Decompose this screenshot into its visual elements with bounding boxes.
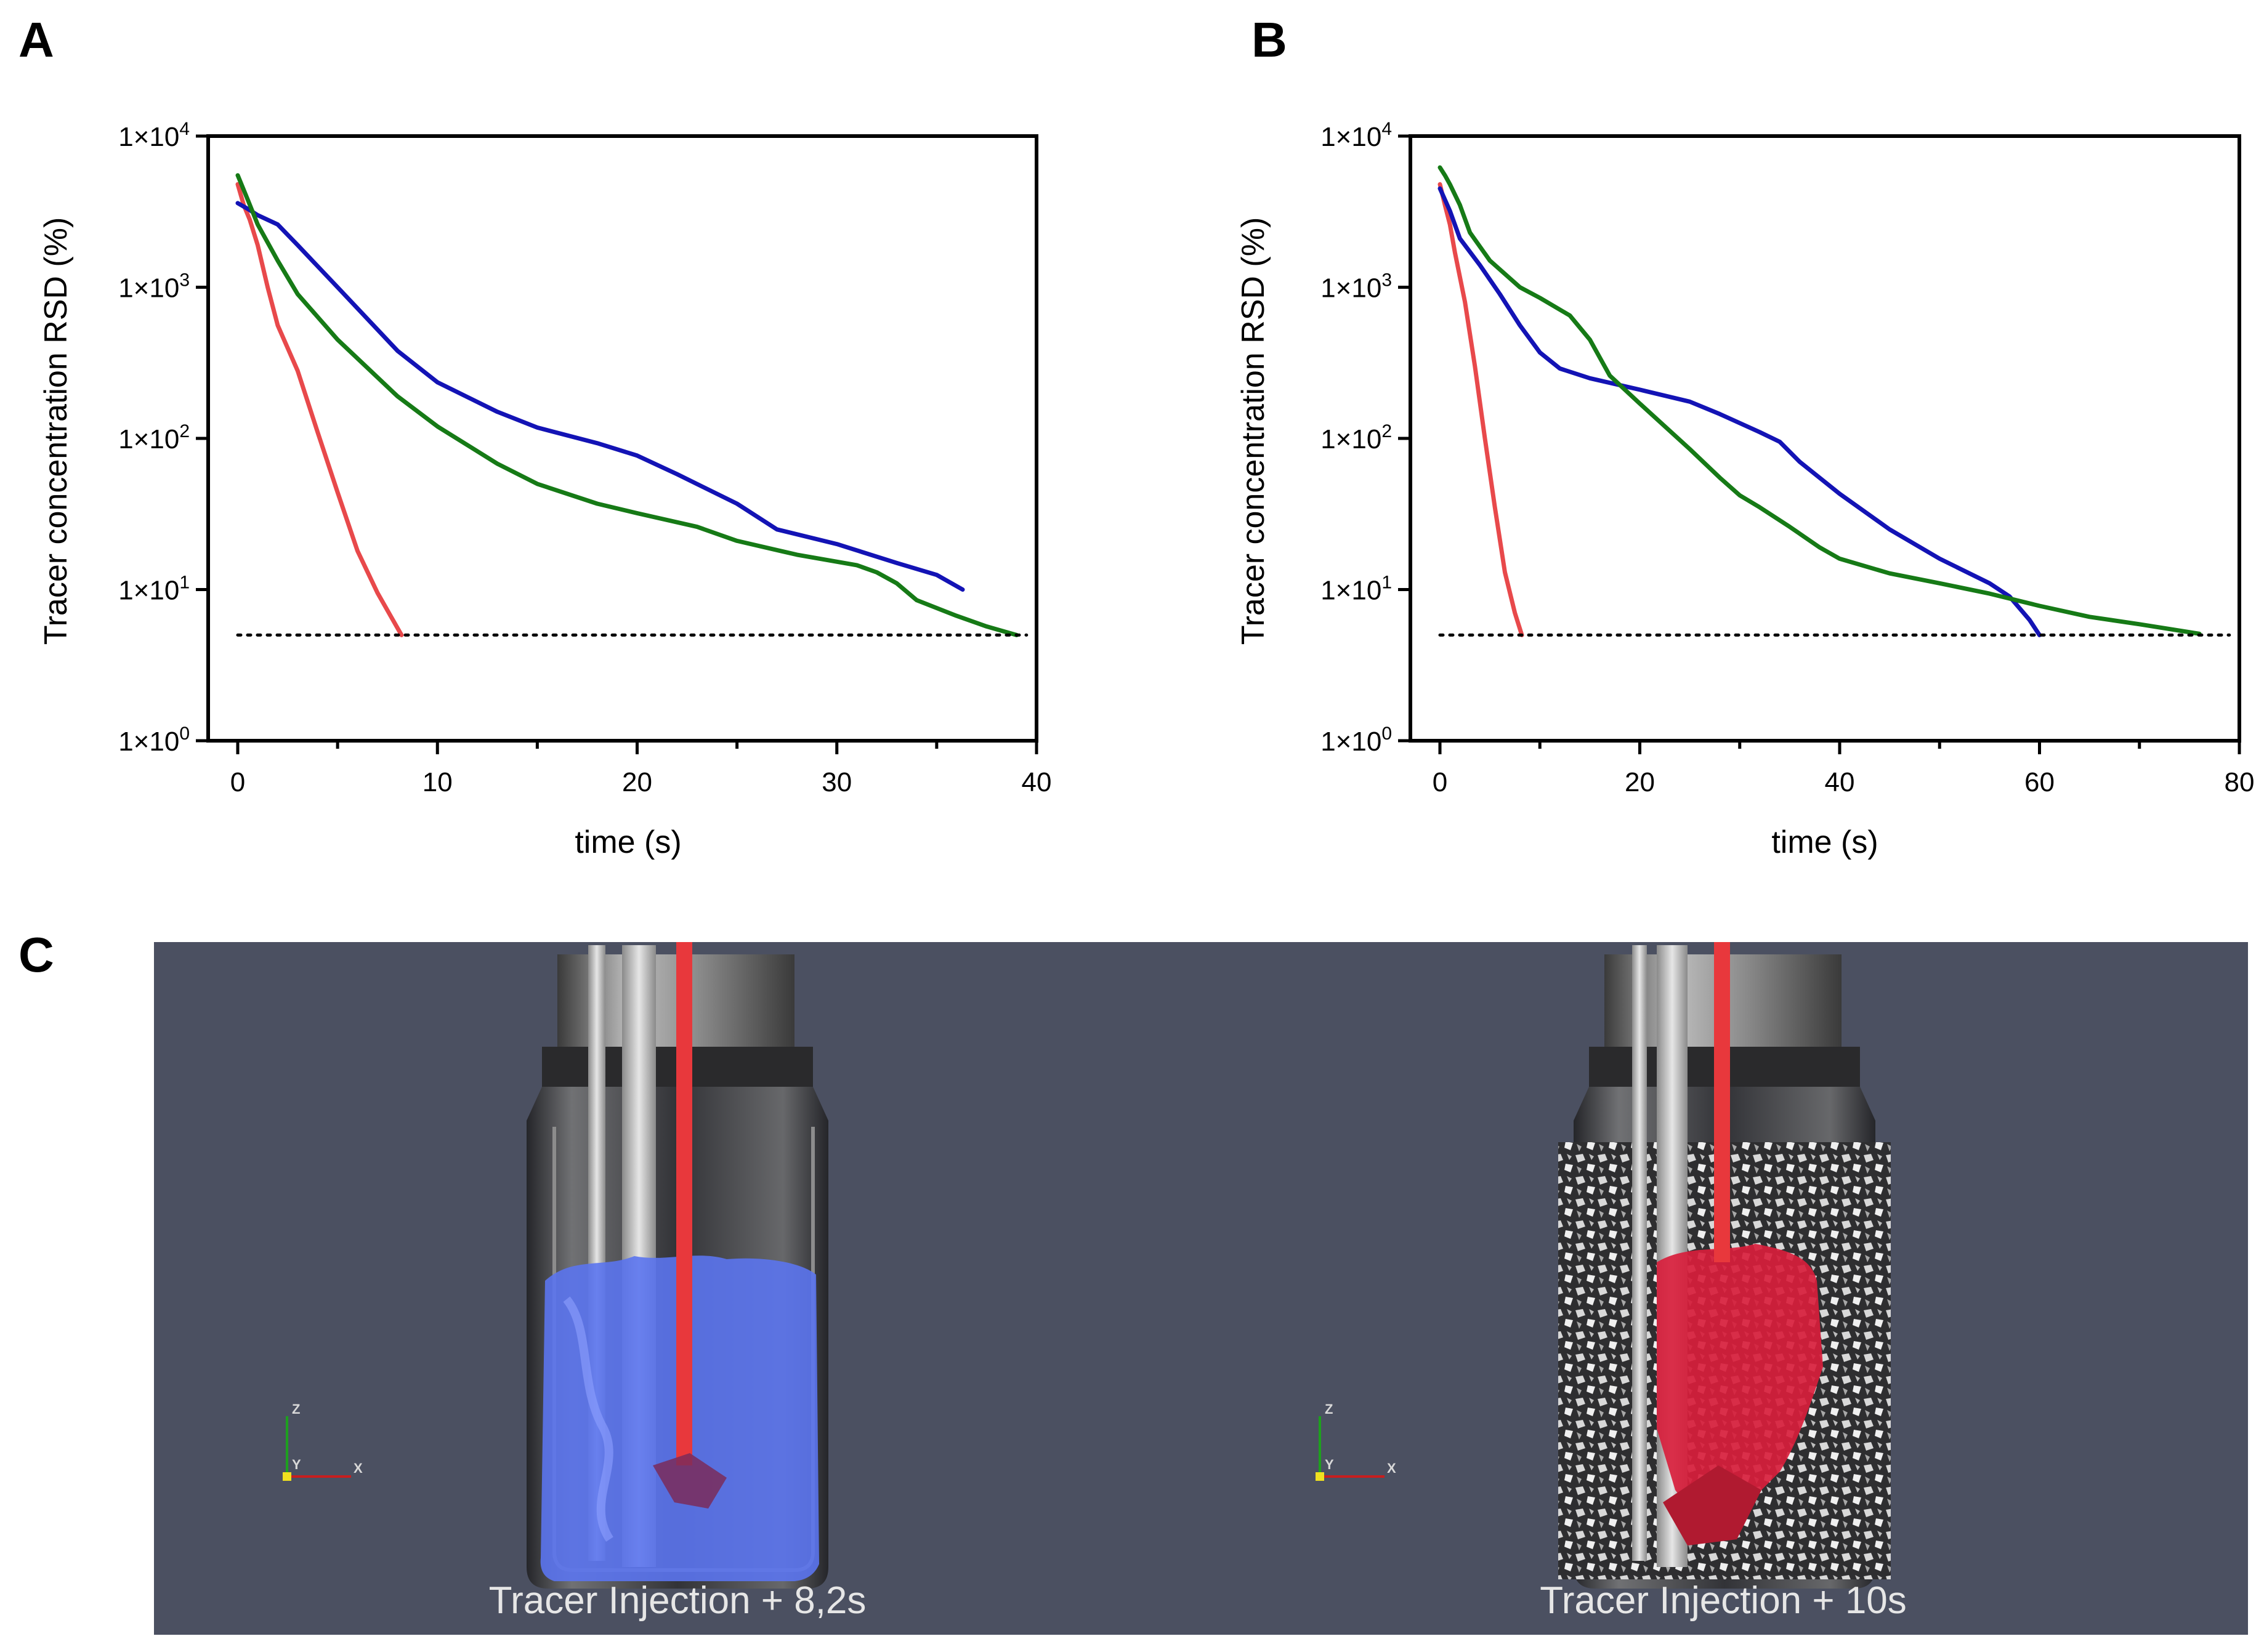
chart-a-y-tick-label: 1×103 — [118, 270, 190, 304]
right-tracer-blades — [1663, 1465, 1761, 1545]
chart-b-ticks-layer: 1×100 1×101 1×102 1×103 1×104 0 20 40 60 80 — [1320, 119, 2254, 797]
chart-a-y-tick-label: 1×104 — [118, 119, 190, 152]
left-x-axis-tag: X — [354, 1461, 363, 1476]
right-y-axis-marker — [1316, 1472, 1324, 1481]
chart-a-plot-frame — [206, 134, 1038, 743]
chart-b-y-tick-label: 1×101 — [1320, 573, 1392, 606]
chart-a-series-layer — [235, 173, 1019, 637]
chart-a-x-tick-label: 10 — [422, 767, 453, 797]
chart-b-axes-layer — [1409, 134, 2241, 743]
chart-b-x-tick-label: 60 — [2024, 767, 2055, 797]
chart-b-y-tick-label: 1×102 — [1320, 421, 1392, 454]
chart-b-y-tick-label: 1×100 — [1320, 723, 1392, 757]
right-y-axis-tag: Y — [1325, 1457, 1334, 1472]
chart-a-series-line-2 — [235, 201, 965, 592]
chart-b-plot-frame — [1409, 134, 2241, 743]
chart-a-series-line-3 — [235, 173, 1019, 637]
chart-a-y-tick-label: 1×100 — [118, 723, 190, 757]
chart-b-x-tick-label: 20 — [1625, 767, 1655, 797]
chart-a-x-axis-label: time (s) — [575, 824, 681, 860]
left-y-axis-marker — [283, 1472, 291, 1481]
chart-a-series-line-1 — [235, 182, 404, 637]
chart-a-x-tick-label: 30 — [822, 767, 852, 797]
chart-a-ticks-layer: 1×100 1×101 1×102 1×103 1×104 0 10 20 30 40 — [118, 119, 1051, 797]
right-rod-1 — [1632, 945, 1647, 1561]
chart-b-y-tick-label: 1×104 — [1320, 119, 1392, 152]
chart-b-x-tick-label: 80 — [2225, 767, 2255, 797]
right-orientation-axes: Z Y X — [1316, 1401, 1396, 1481]
right-impeller-shaft — [1714, 942, 1730, 1262]
chart-b-y-tick-label: 1×103 — [1320, 270, 1392, 304]
chart-b-x-axis-label: time (s) — [1771, 824, 1878, 860]
right-vessel: Tracer Injection + 10s — [1540, 942, 1907, 1622]
simulation-panel: Tracer Injection + 8,2s Tracer Injection… — [154, 942, 2248, 1635]
chart-b-x-tick-label: 40 — [1825, 767, 1855, 797]
right-z-axis-tag: Z — [1325, 1401, 1333, 1417]
chart-b-series-line-1 — [1437, 182, 1524, 637]
left-impeller-blades — [653, 1453, 727, 1509]
chart-a-x-tick-label: 0 — [230, 767, 245, 797]
chart-a: 1×100 1×101 1×102 1×103 1×104 0 10 20 30 40 time … — [38, 119, 1051, 860]
chart-a-y-tick-label: 1×101 — [118, 573, 190, 606]
chart-b-series-line-3 — [1437, 165, 2202, 636]
right-tracer-plume — [1657, 1244, 1823, 1521]
panel-letter-b: B — [1251, 12, 1287, 67]
right-x-axis-tag: X — [1387, 1461, 1396, 1476]
chart-b-x-tick-label: 0 — [1433, 767, 1447, 797]
chart-b-series-layer — [1437, 165, 2202, 637]
panel-letter-c: C — [18, 927, 54, 982]
panel-letter-a: A — [18, 12, 54, 67]
left-vessel: Tracer Injection + 8,2s — [489, 942, 867, 1622]
chart-a-y-tick-label: 1×102 — [118, 421, 190, 454]
left-tracer-highlight — [563, 1296, 613, 1542]
chart-a-x-tick-label: 40 — [1022, 767, 1052, 797]
left-z-axis-tag: Z — [292, 1401, 300, 1417]
left-caption: Tracer Injection + 8,2s — [489, 1579, 867, 1622]
chart-a-x-tick-label: 20 — [622, 767, 652, 797]
simulation-background — [154, 942, 2248, 1635]
chart-b-series-line-2 — [1437, 186, 2042, 637]
left-impeller-shaft — [676, 942, 692, 1465]
right-caption: Tracer Injection + 10s — [1540, 1579, 1907, 1622]
chart-a-axes-layer — [206, 134, 1038, 743]
chart-a-y-axis-label: Tracer concentration RSD (%) — [38, 217, 74, 645]
left-y-axis-tag: Y — [292, 1457, 301, 1472]
chart-b-y-axis-label: Tracer concentration RSD (%) — [1235, 217, 1271, 645]
chart-b: 1×100 1×101 1×102 1×103 1×104 0 20 40 60 80 time … — [1235, 119, 2254, 860]
left-orientation-axes: Z Y X — [283, 1401, 363, 1481]
